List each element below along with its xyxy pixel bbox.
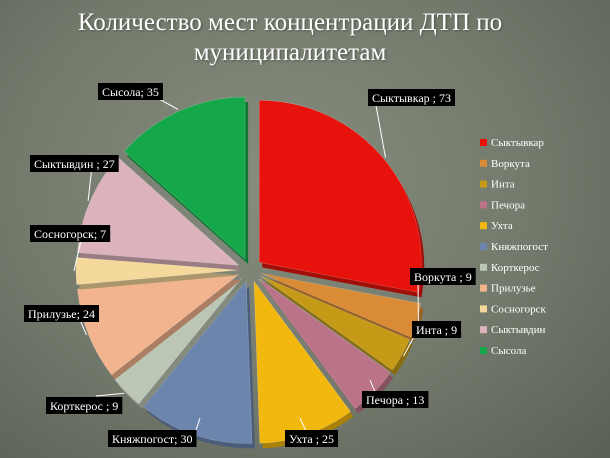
legend-label-6: Княжпогост [491,241,548,253]
chart-title: Количество мест концентрации ДТП по муни… [20,8,560,68]
legend-swatch-10 [480,326,487,334]
slice-label-box-6 [108,430,197,447]
slice-label-box-4 [362,391,429,408]
legend-label-8: Прилузье [491,283,536,295]
slice-label-1: Сыктывкар ; 73 [368,89,455,106]
slice-label-3: Инта ; 9 [412,321,462,338]
slice-label-text-6: Княжпогост; 30 [112,432,192,446]
chart-title-line-1: Количество мест концентрации ДТП по [77,9,503,36]
legend-label-10: Сыктывдин [491,324,546,336]
legend-swatch-3 [480,180,487,188]
legend-label-1: Сыктывкар [491,137,544,149]
pie-slice-2 [261,273,422,338]
slice-label-box-3 [412,321,462,338]
legend-label-3: Инта [491,179,515,191]
legend: Сыктывкар Воркута Инта Печора Ухта Княжпогост… [480,137,548,357]
slice-label-2: Воркута ; 9 [410,268,476,285]
legend-label-2: Воркута [491,158,530,170]
slice-label-text-3: Инта ; 9 [416,323,457,337]
pie-slice-edge-2 [264,278,424,343]
pie-slice-11 [123,96,246,260]
legend-label-9: Сосногорск [491,303,547,315]
legend-label-4: Печора [491,199,525,211]
slice-label-10: Сыктывдин ; 27 [30,155,119,172]
slice-label-text-11: Сысола; 35 [102,85,159,99]
legend-swatch-9 [480,305,487,313]
slice-label-text-9: Сосногорск; 7 [34,227,106,241]
slice-label-7: Корткерос ; 9 [46,397,123,414]
slice-label-box-11 [98,83,163,100]
pie-slices [75,96,425,449]
slice-label-text-10: Сыктывдин ; 27 [34,157,115,171]
legend-label-5: Ухта [491,220,513,232]
slice-label-box-2 [410,268,476,285]
legend-swatch-1 [480,139,487,146]
slice-label-text-5: Ухта ; 25 [289,432,334,446]
chart-title-line-2: муниципалитетам [193,39,387,66]
slice-leader-line-7 [95,392,125,397]
legend-swatch-8 [480,284,487,292]
slice-label-text-4: Печора ; 13 [366,393,424,407]
slice-label-text-2: Воркута ; 9 [414,270,472,284]
slice-label-box-1 [368,89,455,106]
slice-label-9: Сосногорск; 7 [30,225,111,242]
slice-label-8: Прилузье; 24 [24,305,99,322]
slice-label-box-10 [30,155,119,172]
pie-slice-9 [75,257,239,286]
slice-label-box-7 [46,397,123,414]
slice-label-5: Ухта ; 25 [285,430,338,447]
pie-slice-8 [77,274,240,376]
legend-swatch-5 [480,222,487,230]
slice-label-text-8: Прилузье; 24 [28,307,95,321]
pie-slice-1 [258,100,422,293]
legend-swatch-11 [480,347,487,354]
legend-label-7: Корткерос [491,262,540,274]
slice-label-4: Печора ; 13 [362,391,429,408]
slice-label-6: Княжпогост; 30 [108,430,197,447]
slice-label-box-8 [24,305,99,322]
legend-label-11: Сысола [491,345,526,357]
slice-label-box-9 [30,225,111,242]
slice-label-box-5 [285,430,338,447]
legend-swatch-7 [480,263,487,271]
legend-swatch-6 [480,243,487,250]
legend-swatch-2 [480,159,487,167]
slice-label-text-1: Сыктывкар ; 73 [372,91,451,105]
slice-label-11: Сысола; 35 [98,83,163,100]
slice-label-text-7: Корткерос ; 9 [50,399,118,413]
slice-labels: Сыктывкар ; 73 Воркута ; 9 Инта ; 9 Печора … [24,83,476,447]
legend-swatch-4 [480,201,487,209]
slice-leader-line-1 [374,99,386,158]
pie-slice-3 [260,275,410,371]
